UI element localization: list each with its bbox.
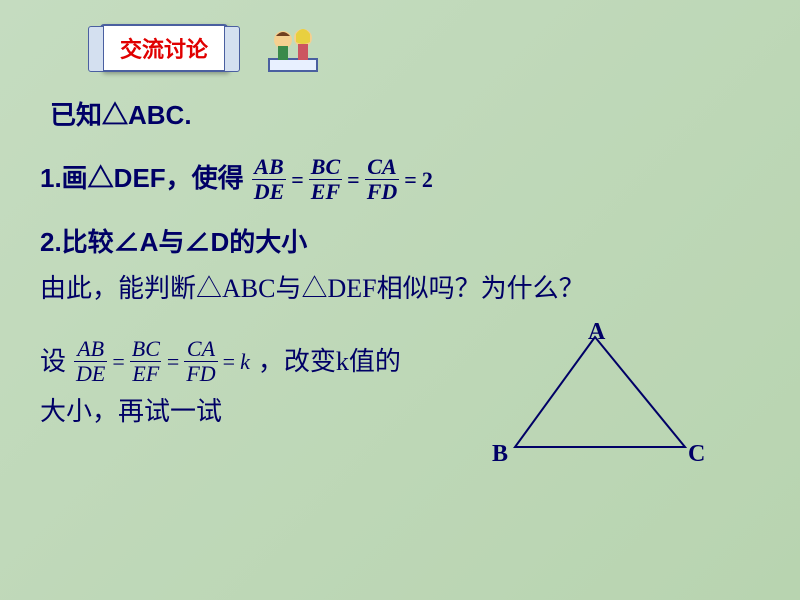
question-2b: 由此，能判断△ABC与△DEF相似吗？为什么？: [40, 268, 760, 310]
triangle-shape: [515, 337, 685, 447]
content-area: 已知△ABC. 1.画△DEF，使得 AB DE = BC EF = CA FD…: [40, 95, 760, 432]
vertex-a-label: A: [588, 313, 605, 351]
q1-prefix: 1.画△DEF，使得: [40, 158, 244, 200]
q3-suffix: ，改变k值的: [258, 341, 401, 383]
people-reading-icon: [258, 18, 328, 78]
question-2a: 2.比较∠A与∠D的大小: [40, 222, 760, 264]
q3-rhs: k: [240, 344, 250, 379]
q3-prefix: 设: [40, 341, 66, 383]
fraction-bc-ef-2: BC EF: [130, 337, 162, 386]
fraction-bc-ef: BC EF: [309, 155, 342, 204]
vertex-b-label: B: [492, 435, 508, 473]
given-statement: 已知△ABC.: [50, 95, 760, 137]
fraction-ab-de: AB DE: [252, 155, 287, 204]
header-row: 交流讨论: [100, 18, 328, 78]
fraction-ca-fd-2: CA FD: [184, 337, 217, 386]
vertex-c-label: C: [688, 435, 705, 473]
q1-equation: AB DE = BC EF = CA FD = 2: [252, 155, 433, 204]
fraction-ab-de-2: AB DE: [74, 337, 107, 386]
fraction-ca-fd: CA FD: [365, 155, 400, 204]
q3-equation: AB DE = BC EF = CA FD = k: [74, 337, 250, 386]
q1-rhs: 2: [422, 162, 433, 197]
question-1: 1.画△DEF，使得 AB DE = BC EF = CA FD = 2: [40, 155, 760, 204]
question-3-wrap: 设 AB DE = BC EF = CA FD = k ，改变k值的: [40, 337, 760, 432]
scroll-banner: 交流讨论: [100, 24, 228, 72]
triangle-diagram: A B C: [490, 327, 710, 477]
banner-text: 交流讨论: [120, 37, 208, 62]
